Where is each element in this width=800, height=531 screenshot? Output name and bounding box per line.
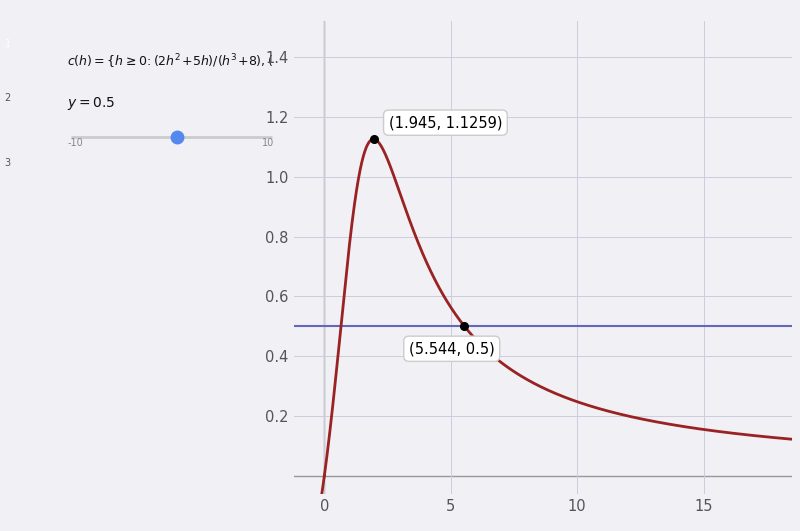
Text: $y = 0.5$: $y = 0.5$ [67, 95, 116, 112]
Text: (1.945, 1.1259): (1.945, 1.1259) [389, 115, 502, 130]
Text: (5.544, 0.5): (5.544, 0.5) [409, 341, 494, 356]
Text: -10: -10 [67, 139, 83, 149]
Text: 1: 1 [5, 39, 10, 49]
Text: $c(h) = \{h \geq 0\!: (2h^2\!+\!5h)/(h^3\!+\!8),($: $c(h) = \{h \geq 0\!: (2h^2\!+\!5h)/(h^3… [67, 52, 274, 71]
Text: 3: 3 [5, 158, 10, 168]
Text: 10: 10 [262, 139, 274, 149]
Text: 2: 2 [5, 93, 11, 103]
